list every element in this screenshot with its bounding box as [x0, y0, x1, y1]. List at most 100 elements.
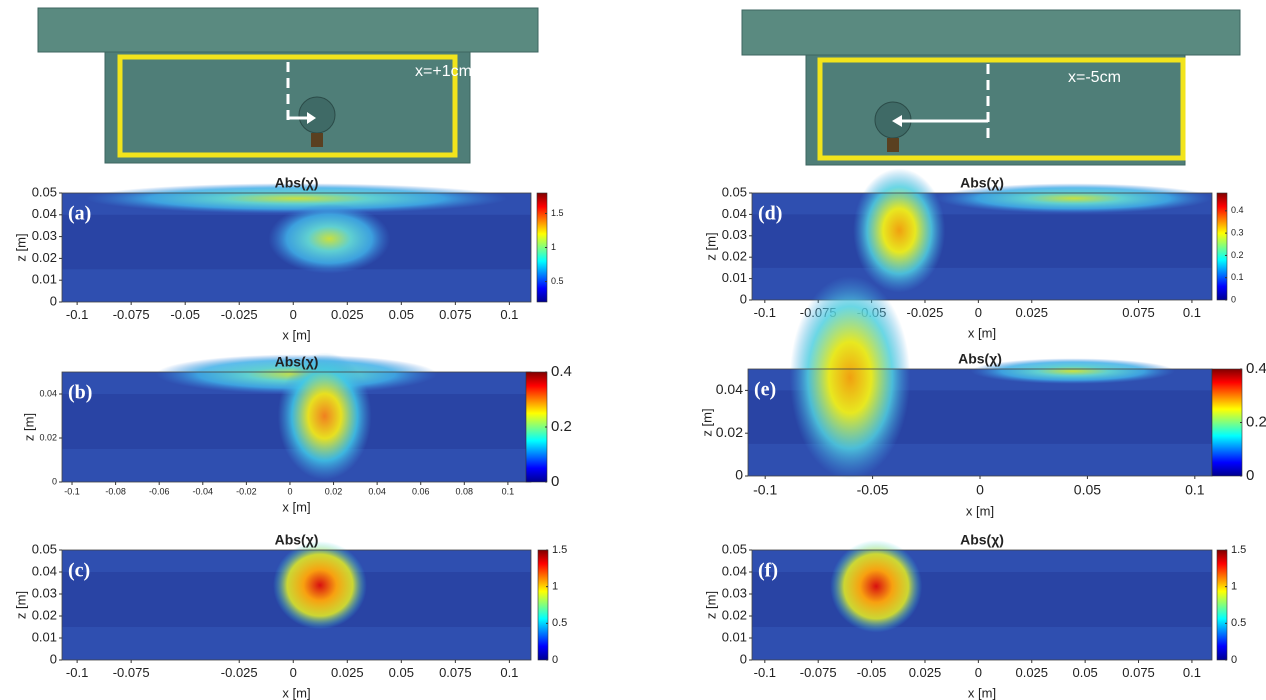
colorbar-tick-label: 1 [1231, 581, 1237, 593]
figure: x=+1cm x=-5cm -0.1 -0.075 -0.05 -0.025 0 0.02… [0, 0, 1266, 700]
x-tick-label: 0.1 [502, 486, 515, 496]
x-tick-label: -0.05 [857, 665, 887, 680]
x-tick-label: -0.1 [66, 307, 88, 322]
colorbar-tick-label: 1.5 [1231, 544, 1246, 556]
sphere-stand [887, 138, 899, 152]
tank-lid [742, 10, 1240, 55]
x-tick-label: 0 [290, 665, 297, 680]
x-tick-label: -0.025 [907, 305, 944, 320]
colorbar [1217, 550, 1227, 660]
y-tick-label: 0.02 [39, 432, 57, 442]
colorbar-tick-label: 0 [551, 473, 559, 490]
y-tick-label: 0.02 [722, 249, 747, 264]
heatmap-shade [752, 572, 1212, 627]
x-tick-label: 0.05 [1072, 665, 1097, 680]
y-tick-label: 0 [50, 293, 57, 308]
y-axis-label: z [m] [21, 413, 36, 441]
colorbar-tick-label: 0 [552, 654, 558, 666]
heatmap-blob [268, 204, 390, 274]
x-tick-label: 0.025 [1015, 665, 1048, 680]
panel-label: (e) [754, 379, 776, 401]
colorbar-tick-label: 0 [1231, 294, 1236, 304]
x-tick-label: 0.025 [331, 307, 364, 322]
x-tick-label: -0.1 [754, 665, 776, 680]
heatmap-blob [790, 276, 911, 479]
x-tick-label: -0.02 [236, 486, 257, 496]
y-tick-label: 0.01 [722, 629, 747, 644]
x-tick-label: 0.075 [439, 665, 472, 680]
colorbar-tick-label: 0.2 [1246, 413, 1266, 430]
y-tick-label: 0.05 [722, 541, 747, 556]
y-tick-label: 0.02 [32, 250, 57, 265]
colorbar-tick-label: 1.5 [552, 544, 567, 556]
y-tick-label: 0.02 [716, 424, 743, 440]
x-axis-label: x [m] [968, 325, 996, 340]
x-axis-label: x [m] [282, 499, 310, 514]
x-axis-label: x [m] [966, 503, 994, 518]
colorbar-tick-label: 0.4 [551, 363, 572, 380]
heatmap-blob [830, 540, 922, 632]
title: Abs(χ) [960, 175, 1004, 191]
x-tick-label: -0.05 [857, 481, 889, 497]
y-tick-label: 0 [735, 467, 743, 483]
x-tick-label: 0.1 [1183, 305, 1201, 320]
x-tick-label: 0.1 [500, 665, 518, 680]
y-tick-label: 0.04 [39, 388, 57, 398]
y-tick-label: 0.01 [722, 270, 747, 285]
x-tick-label: -0.075 [113, 307, 150, 322]
colorbar-tick-label: 0.5 [552, 617, 567, 629]
x-tick-label: 0.02 [325, 486, 343, 496]
title: Abs(χ) [275, 532, 319, 548]
position-label: x=-5cm [1068, 69, 1121, 86]
y-tick-label: 0 [740, 651, 747, 666]
y-tick-label: 0 [50, 651, 57, 666]
colorbar [1212, 369, 1242, 476]
x-tick-label: 0.05 [389, 665, 414, 680]
colorbar-tick-label: 0.5 [1231, 617, 1246, 629]
y-tick-label: 0.03 [722, 585, 747, 600]
x-tick-label: 0.075 [1122, 665, 1155, 680]
x-tick-label: -0.08 [105, 486, 126, 496]
colorbar-tick-label: 0.3 [1231, 228, 1244, 238]
y-tick-label: 0.03 [722, 227, 747, 242]
x-tick-label: 0.025 [909, 665, 942, 680]
x-tick-label: 0 [290, 307, 297, 322]
heatmap-blob [853, 168, 945, 292]
y-tick-label: 0.04 [32, 563, 57, 578]
x-axis-label: x [m] [282, 327, 310, 342]
y-tick-label: 0.02 [722, 607, 747, 622]
x-tick-label: -0.075 [800, 665, 837, 680]
x-tick-label: 0 [975, 665, 982, 680]
x-tick-label: 0.025 [1015, 305, 1048, 320]
position-label: x=+1cm [415, 63, 472, 80]
x-tick-label: 0.06 [412, 486, 430, 496]
x-tick-label: -0.06 [149, 486, 170, 496]
title: Abs(χ) [958, 351, 1002, 367]
tank-lid [38, 8, 538, 52]
x-axis-label: x [m] [282, 685, 310, 700]
sphere [299, 97, 335, 133]
colorbar-tick-label: 0.2 [1231, 250, 1244, 260]
x-tick-label: 0 [287, 486, 292, 496]
sphere-stand [311, 133, 323, 147]
x-tick-label: -0.025 [221, 665, 258, 680]
heatmap-shade [752, 214, 1212, 268]
colorbar-tick-label: 1 [551, 242, 556, 252]
tank-body [806, 55, 1185, 165]
panel-label: (d) [758, 203, 782, 225]
x-tick-label: -0.025 [221, 307, 258, 322]
y-axis-label: z [m] [13, 591, 28, 619]
y-tick-label: 0.05 [32, 541, 57, 556]
heatmap-blob [278, 352, 372, 480]
colorbar-tick-label: 0.4 [1246, 360, 1266, 377]
x-tick-label: -0.05 [170, 307, 200, 322]
y-tick-label: 0.02 [32, 607, 57, 622]
x-tick-label: 0.04 [368, 486, 386, 496]
x-tick-label: 0.075 [1122, 305, 1155, 320]
y-tick-label: 0.05 [722, 184, 747, 199]
y-tick-label: 0.03 [32, 228, 57, 243]
x-tick-label: -0.1 [64, 486, 80, 496]
y-axis-label: z [m] [703, 591, 718, 619]
x-tick-label: -0.075 [113, 665, 150, 680]
colorbar-tick-label: 0.2 [551, 418, 572, 435]
